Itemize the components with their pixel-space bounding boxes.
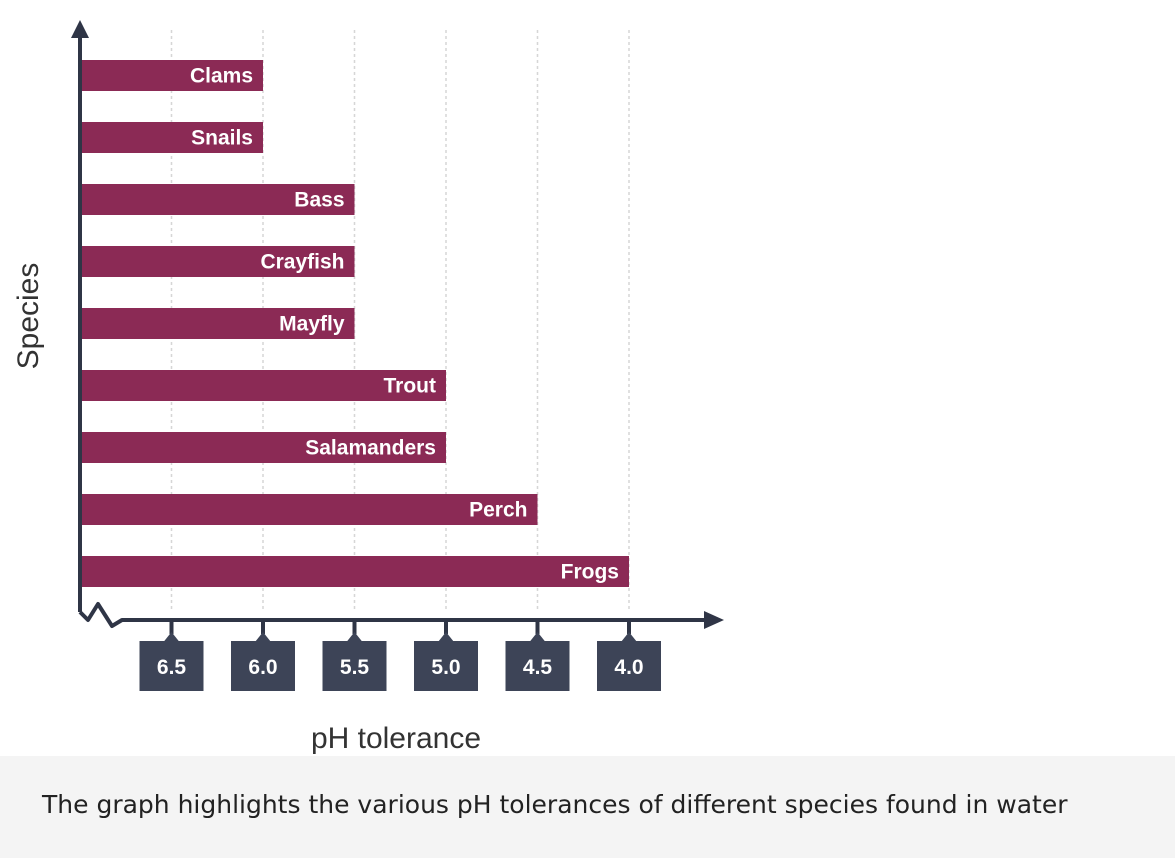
- bar-label: Trout: [384, 375, 437, 398]
- bar-label: Snails: [191, 127, 253, 150]
- bar-label: Bass: [294, 189, 344, 212]
- axes: [71, 20, 724, 629]
- tick-box: [139, 641, 204, 691]
- bar: [82, 60, 263, 91]
- bar: [82, 556, 629, 587]
- tick-pointer: [438, 632, 454, 642]
- bar-label: Salamanders: [305, 437, 436, 460]
- x-axis-title: pH tolerance: [311, 722, 481, 755]
- tick-pointer: [529, 632, 546, 642]
- bar: [82, 184, 355, 215]
- tick-box: [231, 641, 295, 691]
- x-axis-arrow: [704, 611, 724, 629]
- bar-label: Crayfish: [260, 251, 344, 274]
- bar-label: Perch: [469, 499, 527, 522]
- tick-label: 4.0: [614, 656, 643, 679]
- tick-label: 6.5: [157, 656, 187, 679]
- x-ticks: 6.5 6.0 5.5 5.0 4.5 4.0: [139, 620, 661, 691]
- bars: Clams Snails Bass Crayfish Mayfly Trout Salama…: [82, 60, 629, 587]
- bar-label: Mayfly: [279, 313, 345, 336]
- tick-label: 5.5: [340, 656, 370, 679]
- y-axis-title: Species: [12, 263, 45, 370]
- bar: [82, 308, 355, 339]
- tick-pointer: [621, 632, 637, 642]
- bar: [82, 370, 446, 401]
- tick-pointer: [163, 632, 180, 642]
- tick-box: [505, 641, 570, 691]
- bar: [82, 432, 446, 463]
- tick-label: 6.0: [248, 656, 277, 679]
- y-axis-arrow: [71, 20, 89, 38]
- tick-label: 5.0: [431, 656, 460, 679]
- ph-tolerance-chart: Clams Snails Bass Crayfish Mayfly Trout Salama…: [12, 20, 724, 755]
- tick-pointer: [346, 632, 363, 642]
- bar: [82, 494, 538, 525]
- bar: [82, 122, 263, 153]
- tick-box: [322, 641, 387, 691]
- tick-label: 4.5: [523, 656, 553, 679]
- bar-label: Clams: [190, 65, 253, 88]
- tick-box: [414, 641, 478, 691]
- tick-pointer: [255, 632, 271, 642]
- x-axis-line: [78, 602, 708, 628]
- bar: [82, 246, 355, 277]
- figure-caption: The graph highlights the various pH tole…: [0, 756, 1175, 858]
- tick-box: [597, 641, 661, 691]
- bar-label: Frogs: [561, 561, 619, 584]
